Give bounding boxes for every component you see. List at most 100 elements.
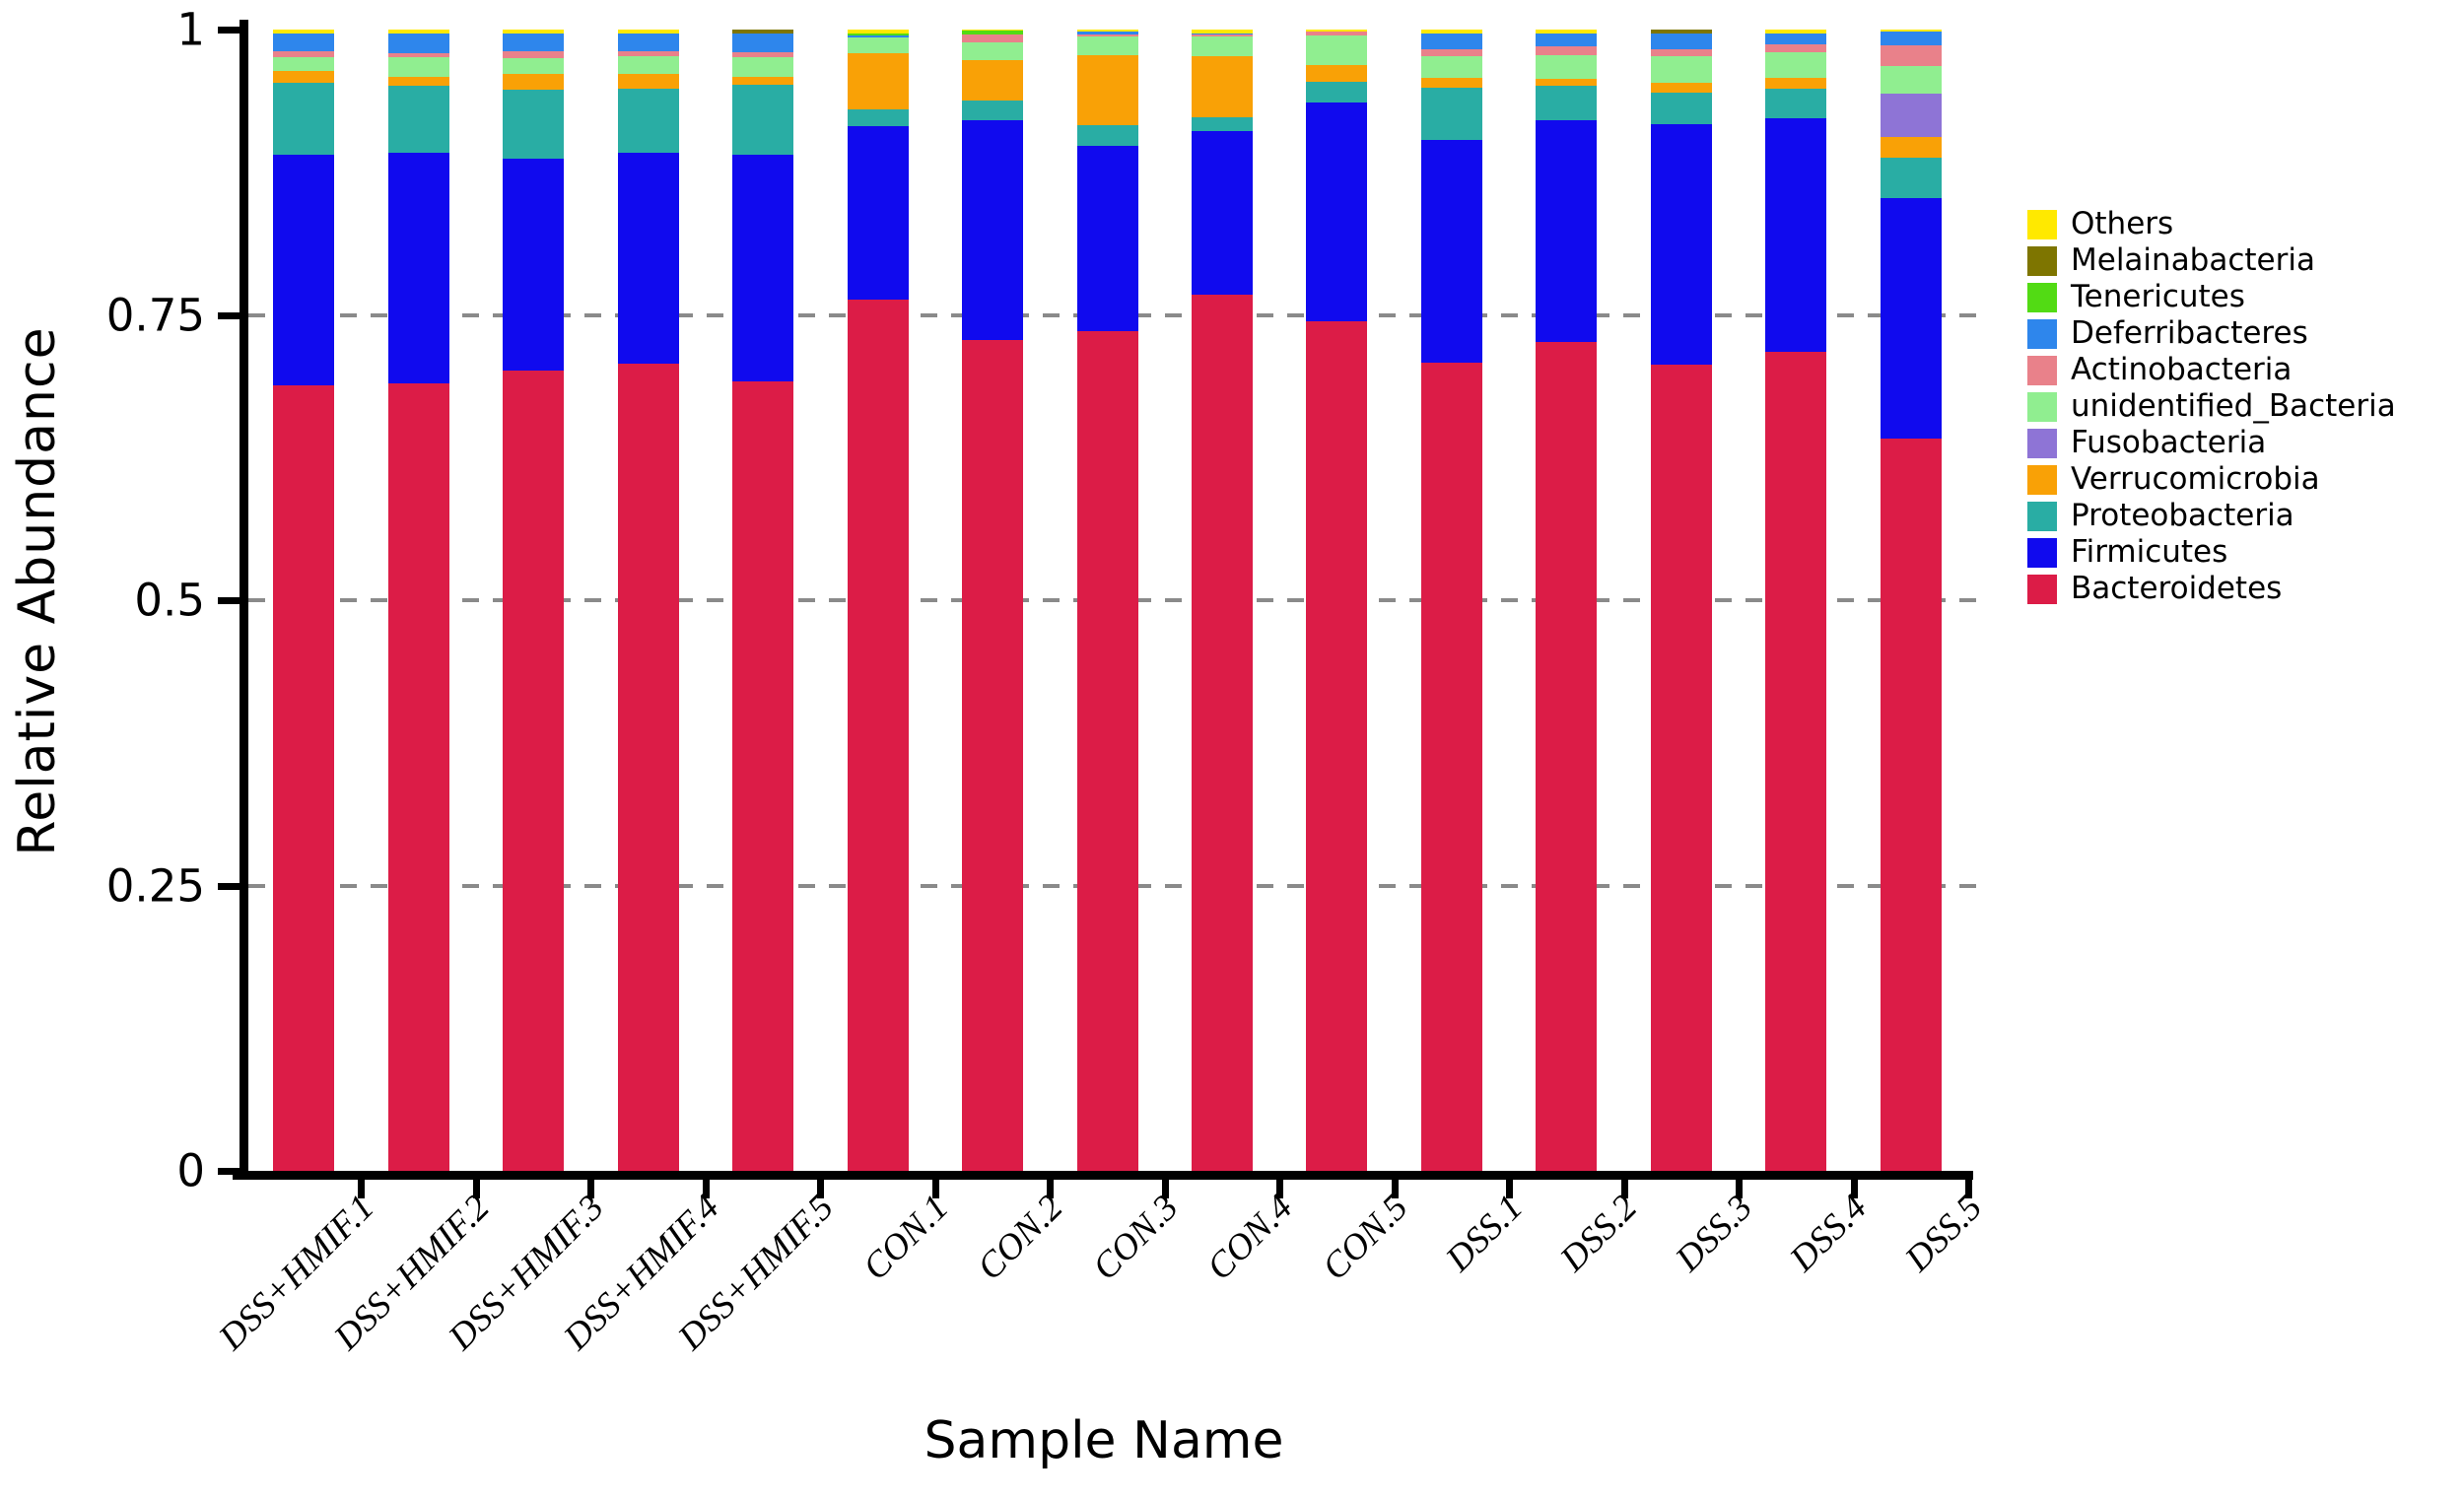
legend-swatch-Bacteroidetes	[2027, 574, 2057, 604]
bar-segment-Proteobacteria	[1650, 92, 1712, 125]
bar-segment-Firmicutes	[387, 153, 449, 383]
legend-swatch-Firmicutes	[2027, 537, 2057, 568]
bar-segment-Actinobacteria	[503, 51, 565, 58]
legend-label: Actinobacteria	[2071, 352, 2293, 387]
legend-item-unidentified_Bacteria: unidentified_Bacteria	[2027, 388, 2396, 425]
x-tick-mark	[1736, 1180, 1744, 1198]
bar-segment-Actinobacteria	[273, 51, 335, 57]
bar-segment-Firmicutes	[617, 153, 679, 365]
bar-segment-Proteobacteria	[1880, 157, 1942, 199]
y-tick-mark	[218, 1168, 240, 1175]
bar-segment-Actinobacteria	[1191, 34, 1253, 36]
bar-segment-Firmicutes	[1306, 102, 1368, 322]
bar-CON.4	[1191, 30, 1253, 1171]
x-tick-mark	[702, 1180, 710, 1198]
bar-segment-Others	[1880, 30, 1942, 33]
bar-slot	[476, 30, 590, 1171]
y-tick-label: 0.75	[105, 289, 205, 341]
x-tick-label-DSS.1: DSS.1	[1438, 1187, 1531, 1280]
legend-item-Actinobacteria: Actinobacteria	[2027, 352, 2396, 388]
bar-segment-Bacteroidetes	[1306, 321, 1368, 1171]
x-tick-label-DSS.2: DSS.2	[1552, 1187, 1646, 1280]
bar-segment-Bacteroidetes	[1880, 438, 1942, 1171]
y-tick-mark	[218, 27, 240, 34]
legend-label: Bacteroidetes	[2071, 571, 2283, 606]
bar-segment-Proteobacteria	[1765, 89, 1827, 119]
x-tick-label-DSS.4: DSS.4	[1782, 1187, 1876, 1280]
bar-segment-unidentified_Bacteria	[1076, 35, 1138, 55]
bar-segment-unidentified_Bacteria	[617, 55, 679, 75]
bar-segment-Verrucomicrobia	[387, 76, 449, 86]
bar-segment-Verrucomicrobia	[1765, 77, 1827, 90]
bar-segment-Actinobacteria	[962, 34, 1024, 42]
bar-segment-Actinobacteria	[1306, 32, 1368, 35]
bar-CON.2	[962, 30, 1024, 1171]
bar-segment-Bacteroidetes	[1191, 294, 1253, 1171]
bar-segment-Firmicutes	[1650, 124, 1712, 366]
legend-swatch-Verrucomicrobia	[2027, 464, 2057, 495]
bar-segment-unidentified_Bacteria	[273, 56, 335, 71]
x-tick-mark	[1965, 1180, 1972, 1198]
legend-item-Proteobacteria: Proteobacteria	[2027, 498, 2396, 534]
legend-label: Fusobacteria	[2071, 425, 2267, 460]
bar-segment-Verrucomicrobia	[617, 74, 679, 90]
bar-segment-Firmicutes	[1536, 119, 1598, 343]
bar-segment-Firmicutes	[273, 155, 335, 386]
bar-segment-Bacteroidetes	[387, 382, 449, 1171]
bar-segment-Actinobacteria	[1536, 46, 1598, 55]
x-tick-label-DSS.3: DSS.3	[1667, 1187, 1760, 1280]
bar-segment-unidentified_Bacteria	[962, 41, 1024, 61]
bar-segment-unidentified_Bacteria	[387, 56, 449, 77]
bar-segment-Verrucomicrobia	[1306, 64, 1368, 83]
bar-segment-unidentified_Bacteria	[1536, 54, 1598, 79]
bar-segment-unidentified_Bacteria	[1765, 52, 1827, 78]
legend: Others Melainabacteria Tenericutes Deferrib…	[2027, 206, 2396, 607]
bar-segment-Verrucomicrobia	[1076, 54, 1138, 126]
bar-segment-Verrucomicrobia	[1650, 83, 1712, 93]
legend-label: Others	[2071, 206, 2174, 241]
bar-segment-Firmicutes	[1191, 131, 1253, 295]
y-tick-mark	[218, 311, 240, 319]
bar-segment-Others	[617, 30, 679, 34]
bar-segment-Proteobacteria	[1076, 125, 1138, 147]
x-tick-label-CON.3: CON.3	[1084, 1187, 1187, 1288]
plot-area	[246, 30, 1968, 1171]
legend-item-Bacteroidetes: Bacteroidetes	[2027, 571, 2396, 607]
legend-item-Tenericutes: Tenericutes	[2027, 279, 2396, 315]
legend-label: unidentified_Bacteria	[2071, 388, 2396, 424]
x-tick-mark	[1620, 1180, 1628, 1198]
bar-segment-Proteobacteria	[1306, 82, 1368, 103]
bar-segment-unidentified_Bacteria	[1306, 34, 1368, 65]
y-tick-label: 1	[176, 3, 205, 56]
bar-slot	[246, 30, 361, 1171]
bar-segment-Bacteroidetes	[617, 364, 679, 1171]
bar-segment-Deferribacteres	[1536, 33, 1598, 47]
legend-label: Proteobacteria	[2071, 498, 2294, 533]
bar-segment-Others	[1765, 30, 1827, 34]
bar-slot	[935, 30, 1050, 1171]
bar-segment-unidentified_Bacteria	[847, 37, 909, 54]
bar-slot	[361, 30, 475, 1171]
bar-segment-Deferribacteres	[503, 33, 565, 52]
bar-segment-Actinobacteria	[617, 51, 679, 56]
bar-segment-Deferribacteres	[1650, 33, 1712, 49]
x-tick-mark	[587, 1180, 595, 1198]
bar-segment-Firmicutes	[1880, 198, 1942, 439]
bar-segment-Proteobacteria	[387, 85, 449, 154]
y-tick-label: 0.5	[134, 574, 205, 627]
bar-segment-Actinobacteria	[1420, 48, 1482, 56]
bar-segment-Firmicutes	[1765, 118, 1827, 352]
legend-swatch-Proteobacteria	[2027, 501, 2057, 531]
x-tick-mark	[931, 1180, 939, 1198]
bar-segment-unidentified_Bacteria	[1191, 35, 1253, 56]
bar-segment-Deferribacteres	[273, 33, 335, 52]
bar-segment-Actinobacteria	[1765, 44, 1827, 53]
legend-item-Verrucomicrobia: Verrucomicrobia	[2027, 461, 2396, 498]
x-tick-mark	[1047, 1180, 1055, 1198]
bar-segment-Verrucomicrobia	[962, 60, 1024, 101]
x-tick-label-CON.4: CON.4	[1199, 1187, 1301, 1288]
bar-DSS.2	[1536, 30, 1598, 1171]
bar-segment-Bacteroidetes	[503, 371, 565, 1171]
bar-segment-Proteobacteria	[503, 90, 565, 159]
